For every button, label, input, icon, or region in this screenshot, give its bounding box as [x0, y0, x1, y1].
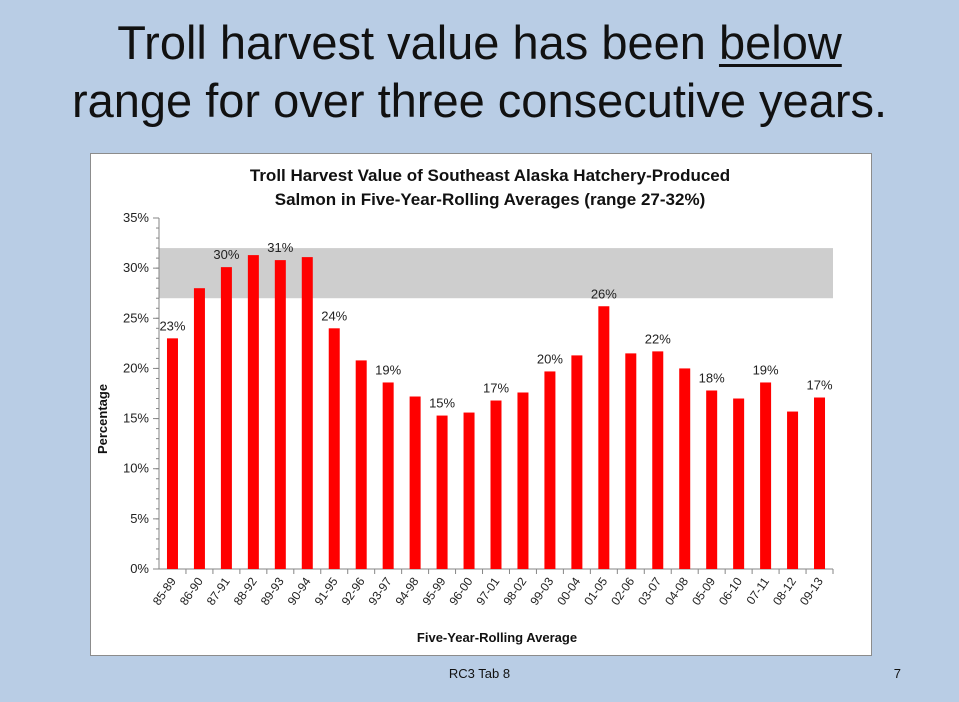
x-tick-label: 89-93 [258, 574, 287, 607]
bar [652, 351, 664, 569]
bar [490, 400, 502, 569]
x-tick-label: 91-95 [312, 574, 341, 607]
bar [517, 392, 529, 569]
bar [571, 355, 583, 569]
bar [193, 288, 205, 569]
bar [598, 306, 610, 569]
bar [436, 415, 448, 569]
bar [328, 328, 340, 569]
bar [706, 390, 718, 569]
slide-title-line1: Troll harvest value has been below [0, 14, 959, 72]
title-text: Troll harvest value has been [117, 16, 719, 69]
y-tick-label: 15% [123, 411, 149, 426]
bar [760, 382, 772, 569]
bar [409, 396, 421, 569]
x-tick-label: 07-11 [743, 574, 772, 607]
data-label: 18% [699, 370, 725, 385]
bar [274, 260, 286, 569]
range-band [159, 248, 833, 299]
x-tick-label: 99-03 [527, 574, 556, 607]
data-label: 17% [807, 378, 833, 393]
bar [679, 368, 691, 569]
x-tick-label: 01-05 [581, 574, 610, 607]
data-label: 19% [753, 362, 779, 377]
y-tick-label: 20% [123, 360, 149, 375]
x-tick-label: 93-97 [366, 574, 395, 607]
data-label: 19% [375, 362, 401, 377]
bar [301, 257, 313, 569]
x-tick-label: 02-06 [608, 574, 637, 607]
bar [220, 267, 232, 569]
bar [733, 398, 745, 569]
x-tick-label: 86-90 [177, 574, 206, 607]
chart-container: Troll Harvest Value of Southeast Alaska … [90, 153, 872, 656]
x-tick-label: 90-94 [285, 574, 314, 607]
bar [787, 411, 799, 569]
data-label: 31% [267, 240, 293, 255]
x-tick-label: 03-07 [635, 574, 664, 607]
y-tick-label: 25% [123, 310, 149, 325]
x-axis-label: Five-Year-Rolling Average [417, 630, 577, 645]
y-tick-label: 10% [123, 461, 149, 476]
data-label: 24% [321, 308, 347, 323]
x-tick-label: 94-98 [392, 574, 421, 607]
x-tick-label: 95-99 [419, 574, 448, 607]
bar [544, 371, 556, 569]
x-tick-label: 06-10 [716, 574, 745, 607]
y-tick-label: 35% [123, 210, 149, 225]
x-tick-label: 98-02 [500, 574, 529, 607]
y-tick-label: 5% [130, 511, 149, 526]
chart-title-line1: Troll Harvest Value of Southeast Alaska … [250, 166, 730, 185]
bar [463, 412, 475, 569]
x-tick-label: 87-91 [204, 574, 233, 607]
x-tick-label: 92-96 [339, 574, 368, 607]
footer-text: RC3 Tab 8 [448, 666, 511, 681]
data-label: 17% [483, 381, 509, 396]
x-tick-label: 00-04 [554, 574, 583, 607]
x-tick-label: 96-00 [446, 574, 475, 607]
data-label: 26% [591, 286, 617, 301]
data-label: 22% [645, 331, 671, 346]
title-underlined-word: below [718, 16, 842, 69]
data-label: 15% [429, 396, 455, 411]
slide-title-line2: range for over three consecutive years. [71, 74, 888, 127]
bar [247, 255, 259, 569]
data-label: 23% [159, 318, 185, 333]
chart-title-line2: Salmon in Five-Year-Rolling Averages (ra… [275, 190, 706, 209]
page-number: 7 [893, 666, 901, 681]
slide-title: Troll harvest value has been below range… [0, 14, 959, 130]
x-tick-label: 04-08 [662, 574, 691, 607]
x-tick-label: 97-01 [473, 574, 502, 607]
x-tick-label: 05-09 [689, 574, 718, 607]
data-label: 20% [537, 351, 563, 366]
y-tick-label: 0% [130, 561, 149, 576]
bar [355, 360, 367, 569]
y-axis-label: Percentage [95, 384, 110, 454]
bar [814, 397, 826, 569]
bar [166, 338, 178, 569]
x-tick-label: 85-89 [150, 574, 179, 607]
data-label: 30% [213, 247, 239, 262]
x-tick-label: 88-92 [231, 574, 260, 607]
bar-chart: Troll Harvest Value of Southeast Alaska … [95, 166, 834, 645]
y-tick-label: 30% [123, 260, 149, 275]
bar [382, 382, 394, 569]
x-tick-label: 09-13 [797, 574, 826, 607]
x-tick-label: 08-12 [770, 574, 799, 607]
bar [625, 353, 637, 569]
